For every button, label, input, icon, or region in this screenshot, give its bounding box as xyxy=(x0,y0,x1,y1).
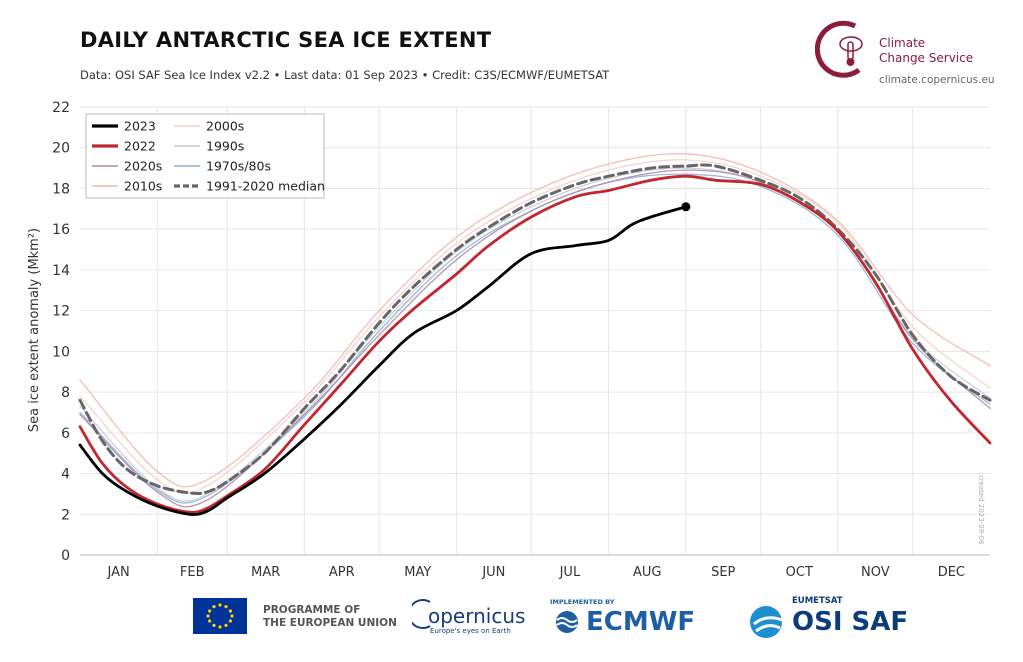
eu-programme-text: PROGRAMME OF THE EUROPEAN UNION xyxy=(263,604,397,630)
chart-title: DAILY ANTARCTIC SEA ICE EXTENT xyxy=(80,28,492,52)
y-axis: 0 2 4 6 8 10 12 14 16 18 20 22 xyxy=(52,100,70,564)
last-data-point xyxy=(681,202,691,212)
x-tick-label: FEB xyxy=(180,565,205,580)
ecmwf-logo-text: ECMWF xyxy=(586,607,696,637)
series-line-2010s xyxy=(79,152,991,488)
x-tick-label: JUL xyxy=(559,565,581,580)
c3s-logo: Climate Change Service climate.copernicu… xyxy=(814,18,1015,88)
x-tick-label: AUG xyxy=(633,565,661,580)
legend-label-2023: 2023 xyxy=(124,119,156,134)
x-tick-label: NOV xyxy=(861,565,890,580)
y-tick-label: 6 xyxy=(61,426,70,442)
y-tick-label: 4 xyxy=(61,467,70,483)
ecmwf-waves-icon xyxy=(556,611,578,633)
series-line-1970s-80s xyxy=(79,173,991,504)
series-line-2020s xyxy=(79,169,991,508)
y-tick-label: 2 xyxy=(61,507,70,523)
x-tick-label: MAY xyxy=(404,565,431,580)
brand-line2: Change Service xyxy=(879,51,974,65)
eumetsat-globe-icon xyxy=(750,606,783,638)
x-tick-label: JUN xyxy=(481,565,505,580)
x-tick-label: DEC xyxy=(938,565,965,580)
legend-label-2000s: 2000s xyxy=(206,119,244,134)
legend-label-1991-2020-median: 1991-2020 median xyxy=(206,179,325,194)
legend-label-2020s: 2020s xyxy=(124,159,162,174)
series-line-2022 xyxy=(78,174,992,514)
chart-series xyxy=(78,152,992,516)
x-tick-label: SEP xyxy=(711,565,735,580)
y-tick-label: 10 xyxy=(52,344,70,360)
x-tick-label: OCT xyxy=(786,565,813,580)
y-tick-label: 14 xyxy=(52,263,70,279)
footer-logos: PROGRAMME OF THE EUROPEAN UNION opernicu… xyxy=(0,590,1023,650)
y-tick-label: 20 xyxy=(52,141,70,157)
series-line-2000s xyxy=(79,159,991,495)
chart-subtitle: Data: OSI SAF Sea Ice Index v2.2 • Last … xyxy=(80,68,610,82)
legend-label-1990s: 1990s xyxy=(206,139,244,154)
created-note: created 2023-09-06 xyxy=(977,475,985,545)
eu-flag-icon xyxy=(193,598,247,634)
copernicus-logo-text: opernicus xyxy=(428,604,526,628)
y-axis-label: Sea ice extent anomaly (Mkm²) xyxy=(27,228,42,432)
y-tick-label: 0 xyxy=(61,548,70,564)
legend-box xyxy=(85,113,325,199)
legend-label-2022: 2022 xyxy=(124,139,156,154)
osisaf-logo-text: OSI SAF xyxy=(792,607,909,637)
y-tick-label: 8 xyxy=(61,385,70,401)
brand-url[interactable]: climate.copernicus.eu xyxy=(879,74,995,86)
series-line-1990s xyxy=(79,167,991,503)
legend-label-1970s-80s: 1970s/80s xyxy=(206,159,271,174)
copernicus-c-icon xyxy=(412,599,431,629)
x-axis: JAN FEB MAR APR MAY JUN JUL AUG SEP OCT NOV DEC xyxy=(80,554,990,580)
chart-legend: 2023 2022 2020s 2010s 2000s 1990s 1970s/80s 199… xyxy=(85,113,325,199)
x-tick-label: APR xyxy=(329,565,355,580)
series-line-1991-2020-median xyxy=(78,163,992,495)
x-tick-label: JAN xyxy=(107,565,130,580)
y-tick-label: 22 xyxy=(52,100,70,116)
brand-line1: Climate xyxy=(879,36,926,50)
brand-name: Climate Change Service xyxy=(879,36,973,66)
copernicus-tagline: Europe's eyes on Earth xyxy=(430,627,511,635)
eumetsat-text: EUMETSAT xyxy=(792,596,843,606)
eu-line2: THE EUROPEAN UNION xyxy=(263,617,397,629)
x-tick-label: MAR xyxy=(251,565,280,580)
legend-label-2010s: 2010s xyxy=(124,179,162,194)
y-tick-label: 18 xyxy=(52,181,70,197)
eu-line1: PROGRAMME OF xyxy=(263,604,361,616)
y-tick-label: 12 xyxy=(52,304,70,320)
c3s-thermometer-icon xyxy=(814,20,863,78)
y-tick-label: 16 xyxy=(52,222,70,238)
series-line-2023 xyxy=(78,205,688,516)
implemented-by: IMPLEMENTED BY xyxy=(550,598,615,606)
